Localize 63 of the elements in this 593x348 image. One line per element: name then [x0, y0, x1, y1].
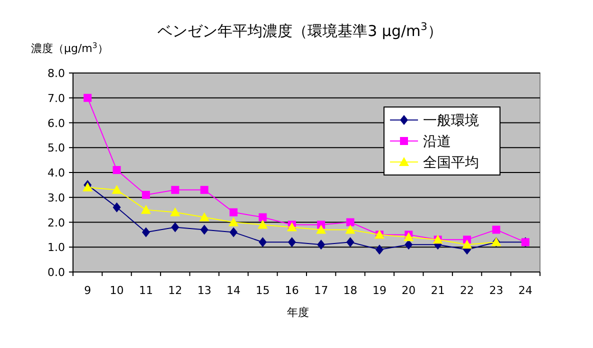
legend-label: 一般環境 — [423, 113, 479, 129]
point — [404, 240, 413, 250]
x-tick-label: 23 — [489, 284, 504, 297]
x-tick-label: 22 — [460, 284, 474, 297]
legend-label: 沿道 — [423, 134, 451, 150]
point — [375, 244, 384, 255]
x-axis-title: 年度 — [287, 306, 309, 319]
point — [171, 186, 180, 194]
y-tick-label: 1.0 — [48, 241, 65, 254]
point — [346, 237, 354, 248]
y-tick-label: 8.0 — [48, 67, 65, 80]
point — [492, 226, 500, 234]
point — [286, 222, 297, 232]
x-tick-label: 24 — [518, 284, 532, 297]
y-tick-label: 4.0 — [48, 166, 65, 180]
legend-label: 全国平均 — [423, 155, 479, 171]
x-tick-label: 11 — [138, 284, 153, 297]
point — [200, 186, 208, 194]
point — [462, 240, 472, 249]
point — [258, 213, 267, 222]
point — [317, 240, 326, 250]
y-tick-label: 7.0 — [48, 92, 65, 105]
point — [230, 227, 238, 238]
y-axis-title: 濃度（μg/m$^{3}$） — [31, 40, 108, 55]
point — [230, 208, 238, 216]
point — [200, 224, 208, 235]
point — [404, 232, 414, 242]
y-tick-label: 2.0 — [48, 216, 65, 230]
point — [82, 182, 93, 192]
y-tick-label: 3.0 — [48, 191, 65, 204]
point — [112, 202, 121, 212]
point — [346, 218, 354, 226]
point — [171, 222, 180, 232]
point — [112, 166, 121, 174]
y-tick-label: 0.0 — [48, 266, 65, 279]
point — [142, 190, 150, 199]
y-tick-label: 5.0 — [48, 142, 65, 155]
point — [258, 237, 267, 248]
point — [228, 217, 239, 226]
x-tick-label: 10 — [110, 284, 124, 297]
x-tick-label: 15 — [256, 284, 270, 297]
x-tick-label: 17 — [314, 284, 328, 297]
x-tick-label: 18 — [343, 284, 358, 297]
y-tick-label: 6.0 — [48, 116, 65, 130]
point — [170, 207, 180, 216]
point — [316, 224, 326, 234]
x-tick-label: 13 — [197, 284, 212, 297]
point — [142, 227, 150, 238]
x-tick-label: 12 — [168, 284, 182, 297]
x-tick-label: 21 — [430, 284, 445, 297]
point — [140, 204, 151, 214]
x-tick-label: 20 — [402, 284, 416, 297]
point — [84, 94, 92, 102]
point — [288, 237, 296, 248]
x-tick-label: 14 — [226, 284, 241, 297]
point — [199, 212, 210, 222]
chart-title: ベンゼン年平均濃度（環境基準3 μg/m$^{3}$） — [158, 21, 442, 40]
point — [112, 184, 122, 194]
point — [345, 224, 356, 234]
x-tick-label: 19 — [372, 284, 386, 297]
x-tick-label: 9 — [84, 284, 92, 297]
point — [258, 220, 268, 229]
x-tick-label: 16 — [284, 284, 299, 297]
